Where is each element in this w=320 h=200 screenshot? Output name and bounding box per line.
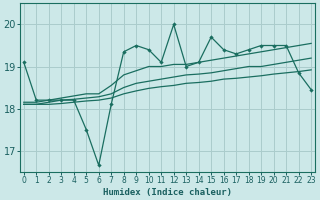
X-axis label: Humidex (Indice chaleur): Humidex (Indice chaleur) xyxy=(103,188,232,197)
